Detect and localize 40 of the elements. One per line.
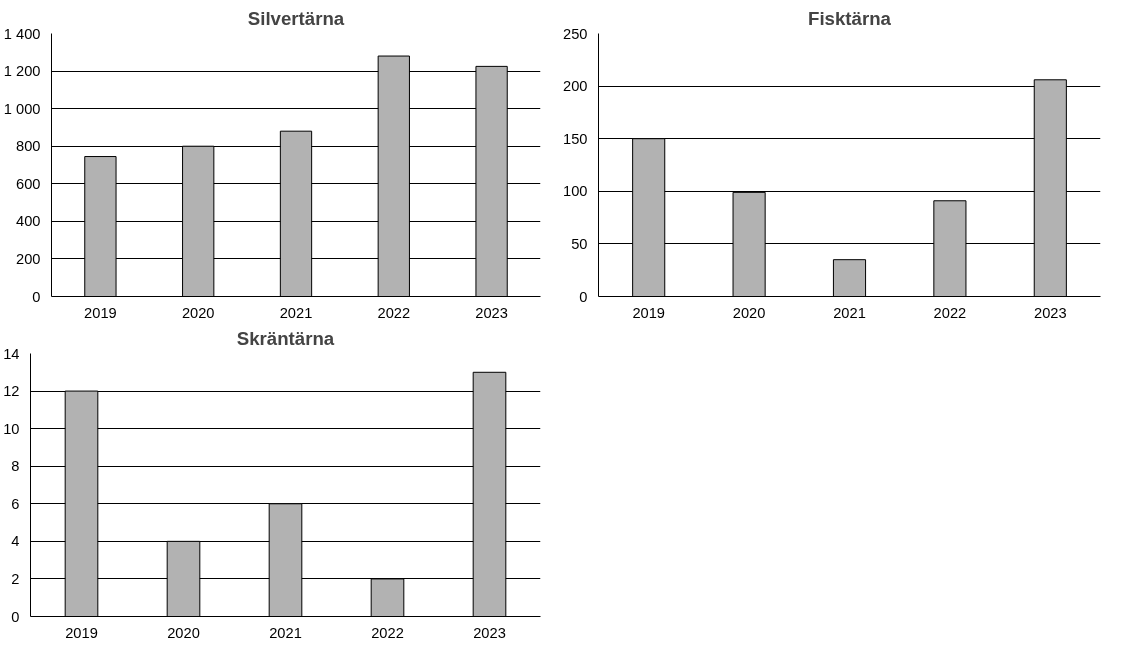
- x-tick-label: 2021: [279, 304, 313, 321]
- y-tick-label: 8: [11, 458, 20, 475]
- y-tick-label: 14: [3, 345, 20, 362]
- y-tick-label: 0: [579, 288, 588, 305]
- y-tick-label: 0: [32, 288, 41, 305]
- chart-title: Skräntärna: [236, 327, 335, 349]
- chart-title: Silvertärna: [247, 7, 345, 29]
- y-tick-label: 600: [16, 175, 41, 192]
- y-tick-label: 10: [3, 420, 20, 437]
- y-tick-label: 400: [16, 213, 41, 230]
- x-tick-label: 2019: [84, 304, 117, 321]
- x-tick-label: 2023: [1034, 304, 1067, 321]
- y-tick-label: 2: [11, 570, 20, 587]
- y-tick-label: 250: [563, 25, 588, 42]
- x-tick-label: 2019: [65, 624, 98, 641]
- x-tick-label: 2020: [732, 304, 766, 321]
- y-tick-label: 1 400: [3, 25, 41, 42]
- y-tick-label: 1 000: [3, 100, 41, 117]
- y-tick-label: 12: [3, 383, 20, 400]
- x-tick-label: 2022: [377, 304, 411, 321]
- x-tick-label: 2020: [181, 304, 215, 321]
- x-tick-label: 2023: [473, 624, 506, 641]
- y-tick-label: 1 200: [3, 63, 41, 80]
- y-tick-label: 50: [571, 235, 588, 252]
- y-tick-label: 200: [16, 250, 41, 267]
- x-tick-label: 2022: [371, 624, 404, 641]
- x-tick-label: 2020: [167, 624, 200, 641]
- chart-title: Fisktärna: [808, 7, 892, 29]
- y-tick-label: 100: [563, 183, 588, 200]
- x-tick-label: 2023: [475, 304, 508, 321]
- y-tick-label: 0: [11, 608, 20, 625]
- x-tick-label: 2021: [269, 624, 302, 641]
- y-tick-label: 4: [11, 533, 20, 550]
- y-tick-label: 150: [563, 130, 588, 147]
- x-tick-label: 2022: [933, 304, 967, 321]
- y-tick-label: 800: [16, 138, 41, 155]
- y-tick-label: 200: [563, 78, 588, 95]
- y-tick-label: 6: [11, 495, 20, 512]
- x-tick-label: 2021: [833, 304, 866, 321]
- x-tick-label: 2019: [632, 304, 666, 321]
